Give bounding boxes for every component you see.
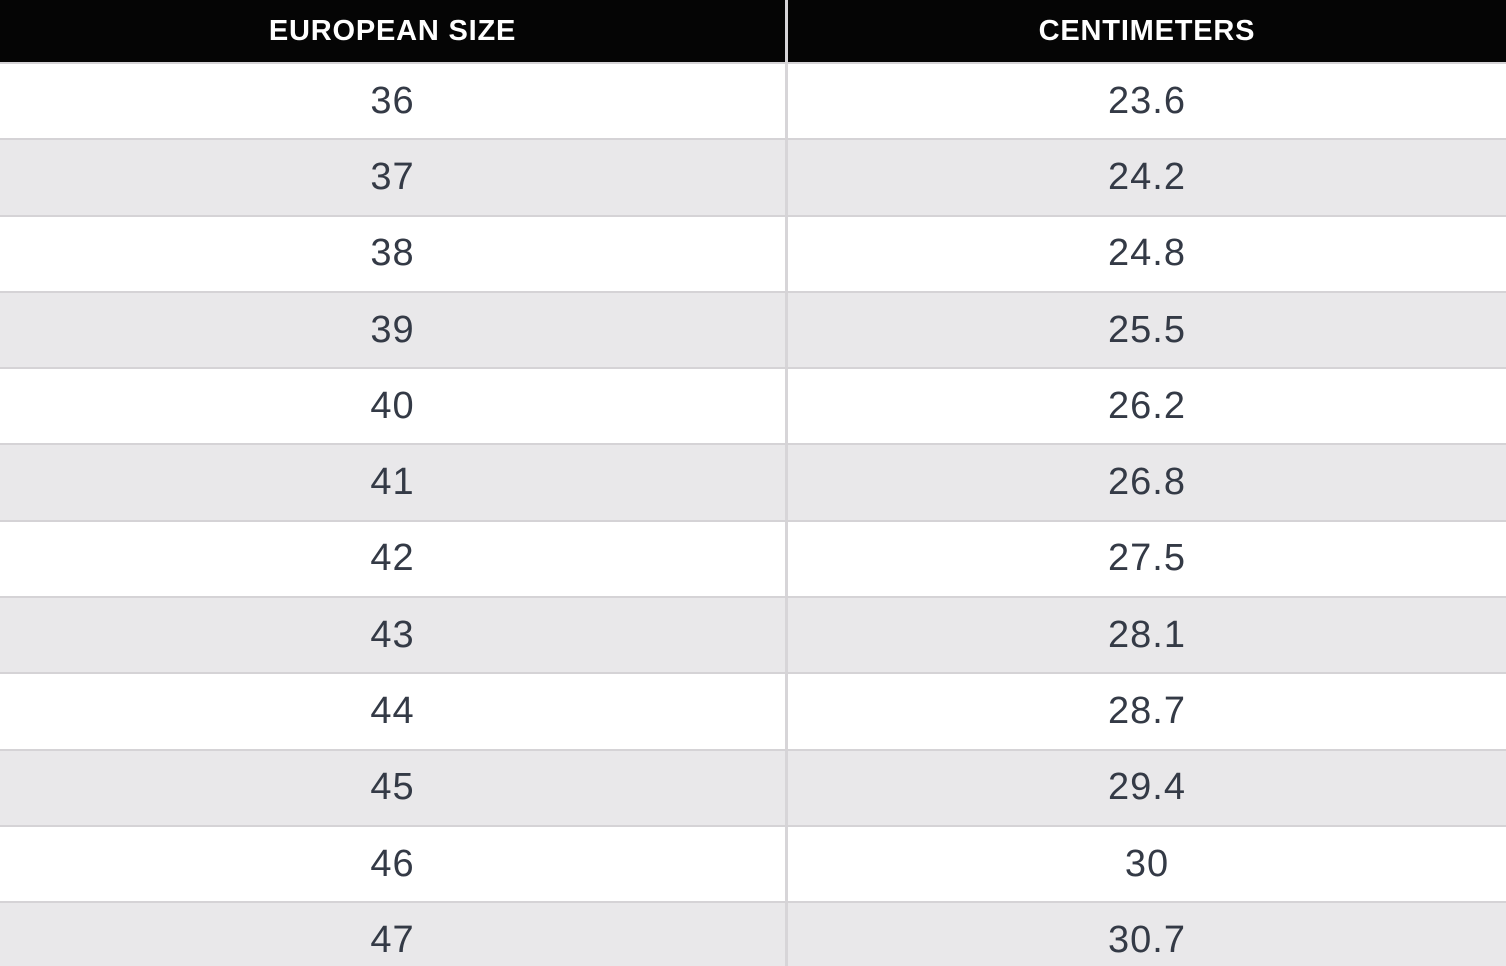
- table-row: 47 30.7: [0, 901, 1506, 966]
- cell-european-size: 36: [0, 64, 788, 139]
- cell-european-size: 41: [0, 445, 788, 520]
- table-row: 40 26.2: [0, 367, 1506, 444]
- cell-european-size: 45: [0, 750, 788, 825]
- cell-centimeters: 28.1: [1108, 613, 1186, 656]
- table-row: 46 30: [0, 824, 1506, 902]
- table-row: 43 28.1: [0, 596, 1506, 673]
- table-row: 42 27.5: [0, 519, 1506, 597]
- table-row: 36 23.6: [0, 62, 1506, 139]
- column-header-european-size: EUROPEAN SIZE: [0, 0, 788, 62]
- table-row: 45 29.4: [0, 748, 1506, 825]
- cell-centimeters: 23.6: [1108, 79, 1186, 122]
- table-row: 37 24.2: [0, 138, 1506, 215]
- cell-centimeters: 24.2: [1108, 155, 1186, 198]
- cell-european-size: 42: [0, 521, 788, 597]
- cell-centimeters: 29.4: [1108, 766, 1186, 809]
- cell-european-size: 37: [0, 140, 788, 215]
- table-row: 38 24.8: [0, 214, 1506, 291]
- table-row: 39 25.5: [0, 290, 1506, 368]
- table-body: 36 23.6 37 24.2 38 24.8 39 25.5 40 26.2 41 26.8 42 27…: [0, 62, 1506, 966]
- cell-european-size: 47: [0, 903, 788, 966]
- cell-european-size: 40: [0, 369, 788, 444]
- cell-centimeters: 27.5: [1108, 537, 1186, 580]
- cell-european-size: 43: [0, 598, 788, 673]
- cell-centimeters: 28.7: [1108, 690, 1186, 733]
- table-row: 44 28.7: [0, 672, 1506, 749]
- cell-centimeters: 30: [1124, 842, 1170, 885]
- table-row: 41 26.8: [0, 443, 1506, 520]
- cell-centimeters: 26.8: [1108, 461, 1186, 504]
- cell-centimeters: 24.8: [1108, 232, 1186, 275]
- cell-european-size: 39: [0, 292, 788, 368]
- table-header-row: EUROPEAN SIZE CENTIMETERS: [0, 0, 1506, 62]
- cell-centimeters: 30.7: [1108, 918, 1186, 961]
- cell-european-size: 46: [0, 826, 788, 902]
- cell-european-size: 44: [0, 674, 788, 749]
- cell-european-size: 38: [0, 216, 788, 291]
- cell-centimeters: 26.2: [1108, 384, 1186, 427]
- cell-centimeters: 25.5: [1108, 308, 1186, 351]
- column-header-centimeters: CENTIMETERS: [1038, 14, 1256, 47]
